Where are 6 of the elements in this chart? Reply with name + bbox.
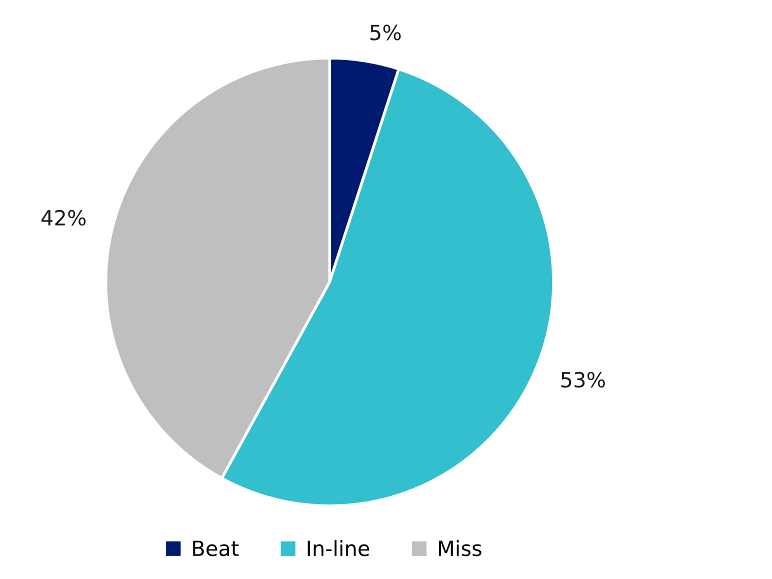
data-label: 42% [41, 210, 86, 226]
legend-label: In-line [308, 540, 370, 556]
data-label: 5% [370, 24, 401, 40]
legend-label: Miss [438, 540, 482, 556]
legend-label: Beat [193, 540, 239, 556]
data-label: 53% [561, 372, 605, 388]
